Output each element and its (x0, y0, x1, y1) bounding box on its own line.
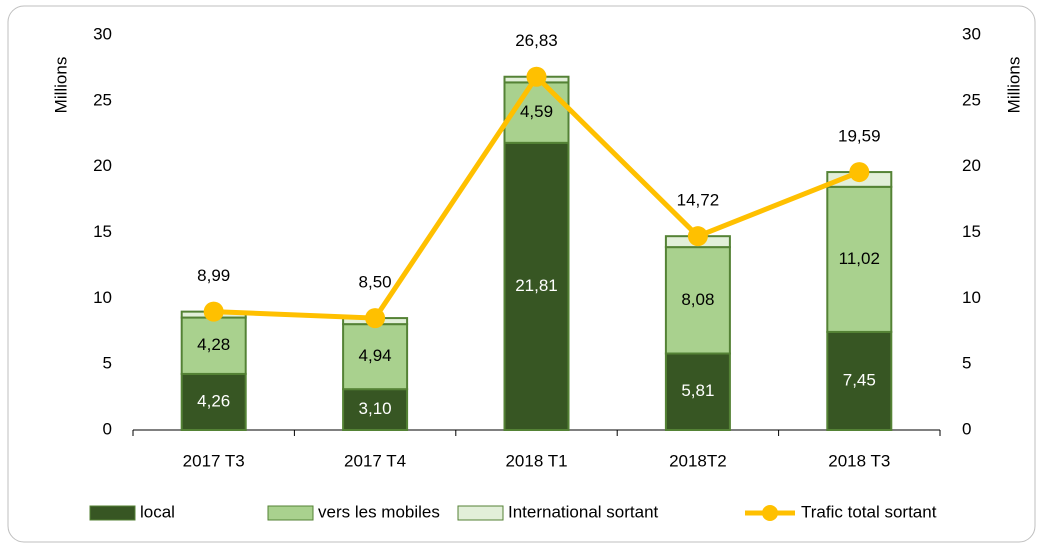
line-marker (203, 301, 224, 322)
bar-value-label: 11,02 (839, 249, 880, 268)
legend-swatch (89, 505, 136, 521)
bar-segment (503, 141, 570, 432)
y-tick-label: 20 (93, 156, 112, 175)
line-marker (849, 162, 870, 183)
bar-segment (664, 352, 731, 432)
y-tick-label: 0 (103, 419, 112, 438)
y2-tick-label: 5 (962, 354, 971, 373)
bar-value-label: 8,08 (681, 290, 714, 309)
line-value-label: 8,50 (359, 273, 392, 292)
x-tick-label: 2018T2 (669, 451, 727, 470)
y2-tick-label: 20 (962, 156, 981, 175)
y2-tick-label: 25 (962, 90, 981, 109)
legend-label: Trafic total sortant (801, 502, 937, 521)
y-tick-label: 25 (93, 90, 112, 109)
y2-tick-label: 15 (962, 222, 981, 241)
bar-value-label: 4,94 (359, 346, 392, 365)
legend-label: local (140, 502, 175, 521)
line-value-label: 14,72 (677, 191, 720, 210)
bar-value-label: 21,81 (515, 276, 558, 295)
x-tick-label: 2018 T1 (505, 451, 567, 470)
bar-value-label: 4,59 (520, 102, 553, 121)
legend-swatch (457, 505, 504, 521)
bar-segment (826, 330, 893, 431)
line-marker (526, 66, 547, 87)
x-tick-label: 2017 T3 (183, 451, 245, 470)
bar-segment (826, 185, 893, 333)
y-tick-label: 10 (93, 288, 112, 307)
y2-axis-label: Millions (1004, 57, 1023, 114)
legend-label: International sortant (508, 502, 659, 521)
line-value-label: 26,83 (515, 31, 558, 50)
bar-value-label: 4,28 (197, 335, 230, 354)
y-axis-label: Millions (51, 57, 70, 114)
y-tick-label: 30 (93, 24, 112, 43)
bar-value-label: 3,10 (359, 399, 392, 418)
legend-marker (762, 505, 778, 521)
line-value-label: 19,59 (838, 127, 881, 146)
x-tick-label: 2017 T4 (344, 451, 406, 470)
legend-swatch (267, 505, 314, 521)
bar-value-label: 4,26 (197, 391, 230, 410)
bar-segment (342, 323, 409, 391)
line-marker (365, 308, 386, 329)
x-tick-label: 2018 T3 (828, 451, 890, 470)
y-tick-label: 5 (103, 354, 112, 373)
legend-label: vers les mobiles (318, 502, 440, 521)
bar-segment (180, 316, 247, 375)
bar-value-label: 7,45 (843, 370, 876, 389)
line-marker (687, 226, 708, 247)
line-value-label: 8,99 (197, 266, 230, 285)
bar-value-label: 5,81 (681, 381, 714, 400)
y2-tick-label: 0 (962, 419, 971, 438)
y2-tick-label: 10 (962, 288, 981, 307)
y2-tick-label: 30 (962, 24, 981, 43)
bar-segment (664, 246, 731, 355)
y-tick-label: 15 (93, 222, 112, 241)
